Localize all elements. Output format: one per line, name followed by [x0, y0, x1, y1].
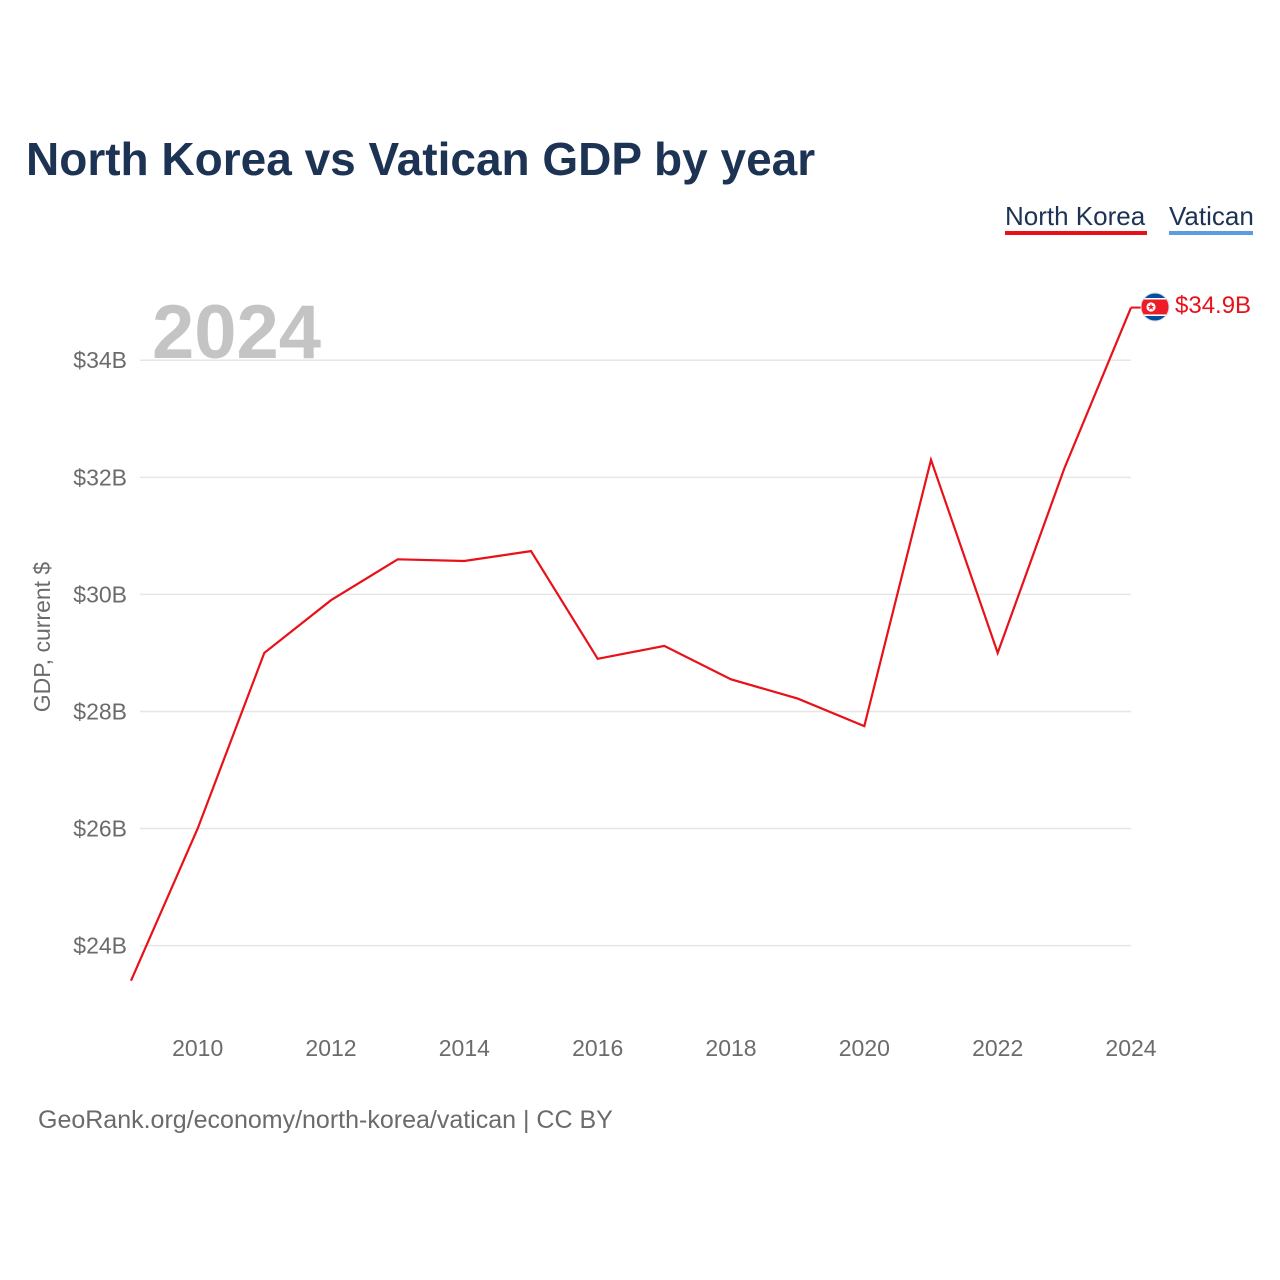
series-line-north-korea[interactable]	[129, 307, 1133, 982]
y-axis-title: GDP, current $	[29, 562, 55, 713]
x-tick-labels: 2010 2012 2014 2016 2018 2020 2022 2024	[172, 1035, 1157, 1061]
chart-title: North Korea vs Vatican GDP by year	[26, 133, 815, 185]
legend-vatican-swatch	[1169, 231, 1253, 235]
x-tick-label: 2022	[972, 1035, 1023, 1061]
y-tick-label: $32B	[73, 464, 127, 490]
legend-vatican-label[interactable]: Vatican	[1169, 201, 1254, 231]
north-korea-end-marker: $34.9B	[1140, 292, 1251, 322]
north-korea-end-value-label: $34.9B	[1175, 292, 1251, 319]
legend: North Korea Vatican	[1005, 201, 1254, 235]
x-tick-label: 2010	[172, 1035, 223, 1061]
y-tick-label: $28B	[73, 698, 127, 724]
x-tick-label: 2014	[439, 1035, 490, 1061]
legend-north-korea-label[interactable]: North Korea	[1005, 201, 1146, 231]
y-tick-label: $30B	[73, 581, 127, 607]
year-watermark: 2024	[152, 290, 321, 375]
x-tick-label: 2024	[1105, 1035, 1156, 1061]
x-tick-label: 2016	[572, 1035, 623, 1061]
y-gridlines	[140, 359, 1131, 947]
north-korea-flag-icon	[1140, 292, 1170, 322]
y-tick-label: $34B	[73, 347, 127, 373]
y-tick-label: $26B	[73, 816, 127, 842]
y-tick-label: $24B	[73, 933, 127, 959]
x-tick-label: 2018	[705, 1035, 756, 1061]
source-attribution[interactable]: GeoRank.org/economy/north-korea/vatican …	[38, 1106, 613, 1134]
series-lines	[129, 306, 1141, 982]
x-tick-label: 2012	[305, 1035, 356, 1061]
x-tick-label: 2020	[839, 1035, 890, 1061]
legend-north-korea-swatch	[1005, 231, 1147, 235]
y-tick-labels: $24B $26B $28B $30B $32B $34B	[73, 347, 127, 958]
